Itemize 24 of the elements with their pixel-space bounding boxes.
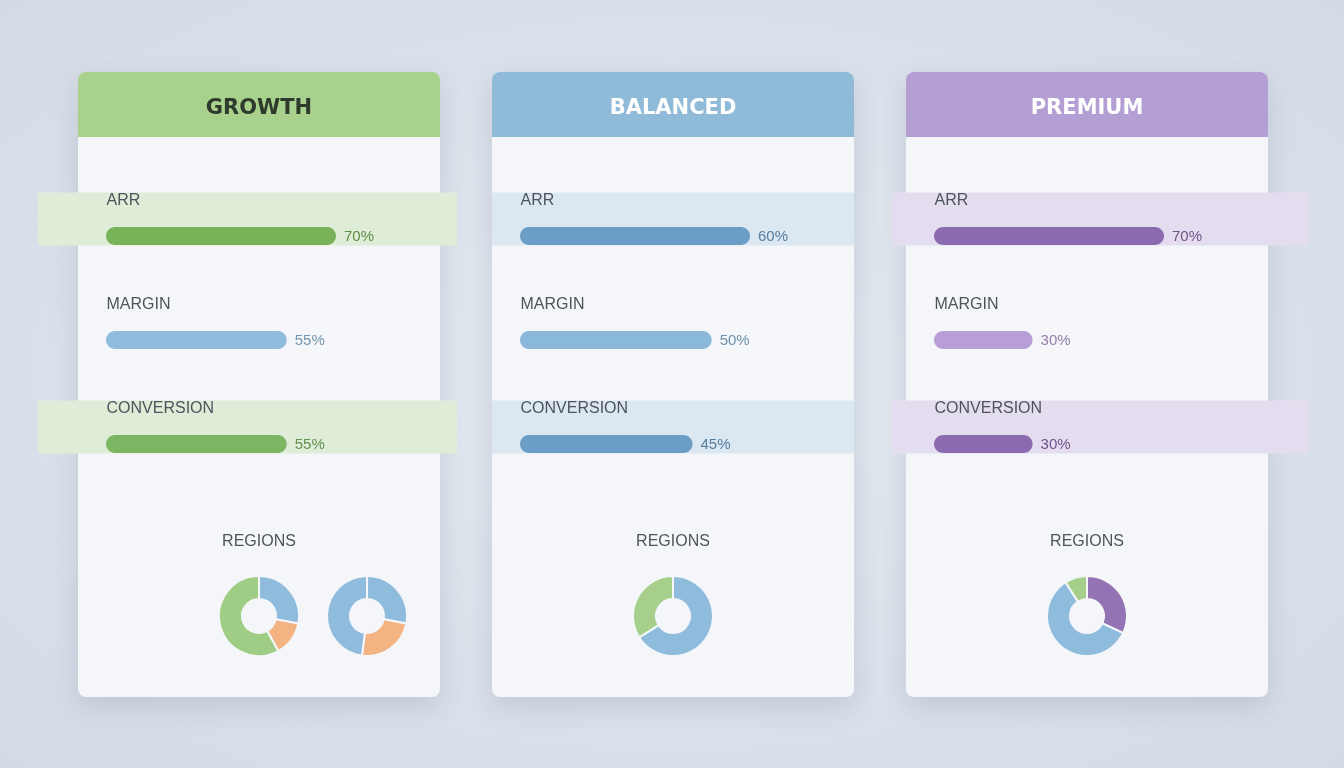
chart-title: PREMIUM — [1030, 95, 1144, 119]
y-tick-label: MARGIN — [520, 295, 585, 312]
data-label: 45% — [700, 435, 731, 452]
data-label: 30% — [1040, 435, 1071, 452]
chart-title: REGIONS — [636, 532, 710, 549]
chart-title: BALANCED — [609, 95, 737, 119]
y-tick-label: CONVERSION — [106, 399, 215, 416]
y-tick-label: CONVERSION — [520, 399, 629, 416]
chart-title: GROWTH — [205, 95, 313, 119]
data-label: 70% — [344, 227, 375, 244]
data-label: 70% — [1172, 227, 1203, 244]
chart-title: REGIONS — [222, 532, 296, 549]
data-label: 60% — [758, 227, 789, 244]
data-label: 55% — [294, 435, 325, 452]
chart-title: REGIONS — [1050, 532, 1124, 549]
y-tick-label: MARGIN — [934, 295, 999, 312]
y-tick-label: CONVERSION — [934, 399, 1043, 416]
y-tick-label: ARR — [106, 191, 141, 208]
data-label: 50% — [719, 331, 750, 348]
data-label: 55% — [294, 331, 325, 348]
data-label: 30% — [1040, 331, 1071, 348]
y-tick-label: ARR — [934, 191, 969, 208]
y-tick-label: MARGIN — [106, 295, 171, 312]
y-tick-label: ARR — [520, 191, 555, 208]
